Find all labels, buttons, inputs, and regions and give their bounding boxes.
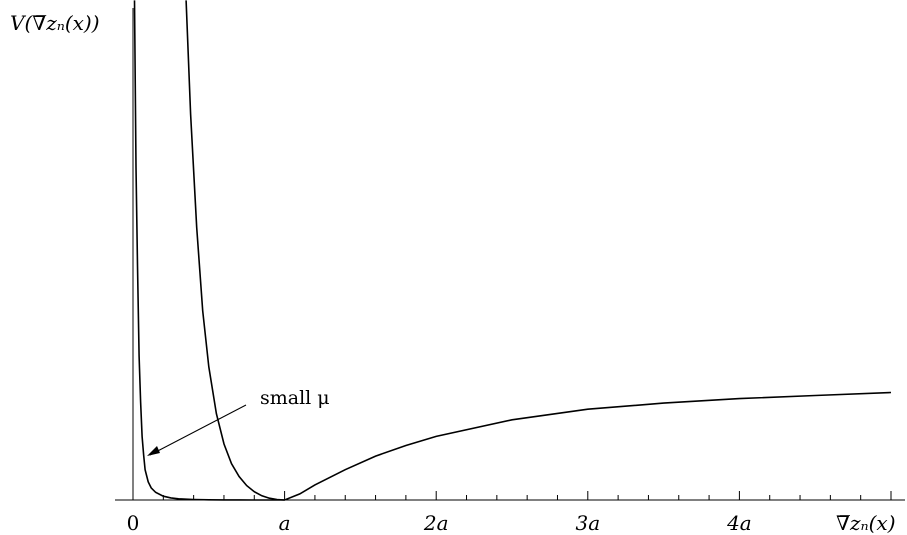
y-axis-label: V(∇̅zₙ(x)) [10,11,100,35]
curves [133,0,892,501]
x-tick-label: 3a [575,511,600,535]
potential-curve-1 [133,0,285,501]
annotation-label: small μ [260,387,330,409]
annotation-arrow-line [149,404,247,456]
x-ticks [132,491,892,500]
annotation-arrowhead [147,446,160,456]
x-tick-labels: 0 a 2a 3a 4a [127,511,752,535]
potential-curve-2 [185,0,892,501]
small-mu-annotation: small μ [147,387,330,456]
x-tick-label: a [279,511,291,535]
x-tick-label: 0 [127,511,140,535]
x-tick-label: 2a [423,511,449,535]
x-axis-label: ∇̅zₙ(x) [836,511,896,535]
x-tick-label: 4a [726,511,752,535]
